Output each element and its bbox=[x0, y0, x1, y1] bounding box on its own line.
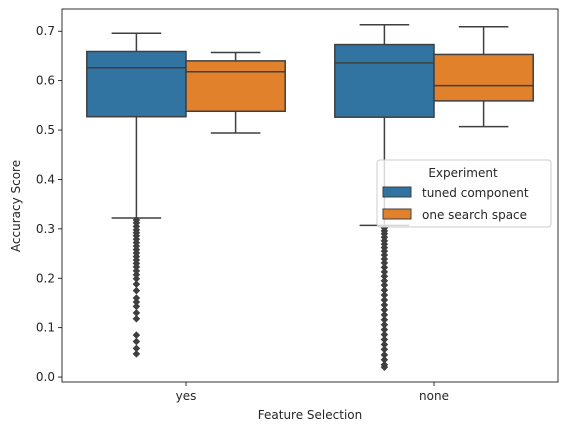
box-tuned-component-yes bbox=[86, 50, 187, 118]
legend-swatch-tuned-component bbox=[382, 186, 412, 198]
box-tuned-component-none bbox=[334, 43, 435, 118]
legend: Experiment tuned component one search sp… bbox=[376, 159, 552, 228]
legend-title: Experiment bbox=[428, 166, 498, 180]
outlier-point-tuned-component-none bbox=[380, 363, 389, 371]
outlier-point-tuned-component-yes bbox=[132, 314, 141, 323]
axes: Feature Selection Accuracy Score 0.0 0.1 0… bbox=[9, 8, 559, 422]
plot-area bbox=[86, 24, 534, 371]
y-tick-label: 0.6 bbox=[36, 74, 55, 88]
y-tick-label: 0.0 bbox=[36, 370, 55, 384]
outlier-point-tuned-component-yes bbox=[132, 302, 141, 311]
y-tick-label: 0.3 bbox=[36, 222, 55, 236]
y-tick-label: 0.4 bbox=[36, 172, 55, 186]
legend-label-one-search-space: one search space bbox=[422, 208, 527, 222]
outlier-point-tuned-component-yes bbox=[132, 286, 141, 295]
y-tick-label: 0.5 bbox=[36, 123, 55, 137]
box-one-search-space-yes bbox=[185, 60, 286, 113]
legend-frame bbox=[376, 159, 552, 228]
box-one-search-space-none bbox=[433, 53, 534, 102]
x-axis-label: Feature Selection bbox=[258, 408, 362, 422]
plot-frame bbox=[61, 8, 559, 383]
y-tick-label: 0.2 bbox=[36, 271, 55, 285]
legend-label-tuned-component: tuned component bbox=[422, 186, 529, 200]
x-tick-label: yes bbox=[176, 389, 197, 403]
x-tick-label: none bbox=[419, 389, 449, 403]
outlier-point-tuned-component-yes bbox=[132, 331, 141, 339]
legend-swatch-one-search-space bbox=[382, 208, 412, 220]
y-axis-label: Accuracy Score bbox=[9, 160, 23, 252]
y-tick-label: 0.1 bbox=[36, 321, 55, 335]
y-tick-label: 0.7 bbox=[36, 24, 55, 38]
outlier-point-tuned-component-yes bbox=[132, 350, 141, 358]
outlier-point-tuned-component-yes bbox=[132, 280, 141, 288]
outlier-point-tuned-component-yes bbox=[132, 337, 141, 346]
